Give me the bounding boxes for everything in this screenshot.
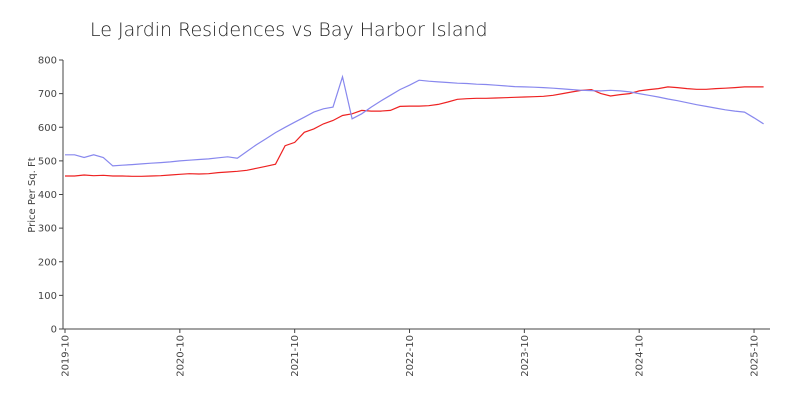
y-tick-label: 700 (38, 89, 57, 100)
x-tick-label: 2020-10 (175, 335, 186, 377)
y-tick-label: 300 (38, 224, 57, 235)
x-tick-label: 2022-10 (405, 335, 416, 377)
y-tick-label: 400 (38, 190, 57, 201)
y-tick-label: 600 (38, 123, 57, 134)
y-tick-label: 100 (38, 291, 57, 302)
x-tick-label: 2019-10 (61, 335, 72, 377)
y-tick-label: 200 (38, 257, 57, 268)
data-line (65, 86, 764, 177)
y-tick-label: 0 (51, 325, 57, 336)
x-tick-label: 2025-10 (750, 335, 761, 377)
y-axis-label: Price Per Sq. Ft (27, 157, 38, 232)
x-tick-label: 2023-10 (520, 335, 531, 377)
chart-title: Le Jardin Residences vs Bay Harbor Islan… (90, 19, 488, 41)
y-tick-label: 800 (38, 56, 57, 67)
x-tick-label: 2021-10 (290, 335, 301, 377)
data-line (65, 74, 764, 167)
x-tick-label: 2024-10 (635, 335, 646, 377)
y-tick-label: 500 (38, 156, 57, 167)
